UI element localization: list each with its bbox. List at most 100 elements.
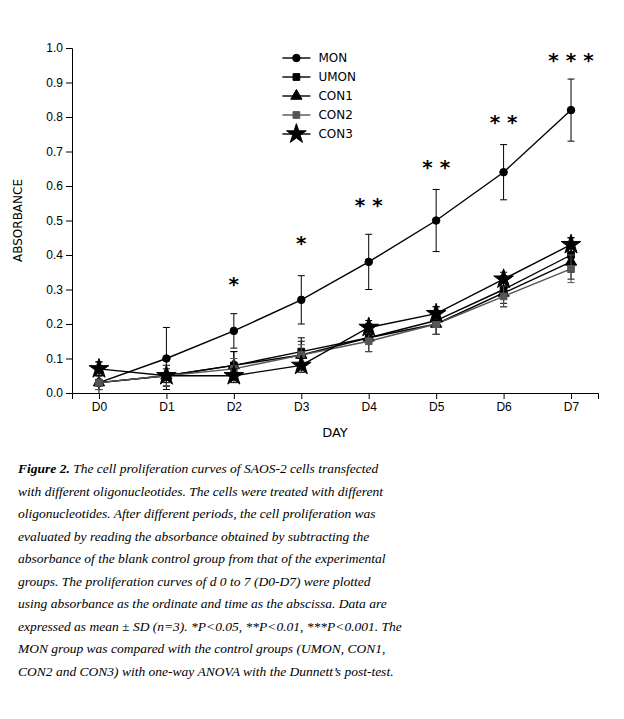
error-bar-cap — [433, 334, 440, 335]
legend-item: CON1 — [282, 89, 352, 103]
error-bar-cap — [433, 334, 440, 335]
annotation: * * — [422, 155, 450, 179]
legend-label: UMON — [318, 70, 356, 84]
error-bar — [500, 145, 507, 200]
chart: D0D1D2D3D4D5D6D70.00.10.20.30.40.50.60.7… — [0, 0, 624, 719]
caption: Figure 2. The cell proliferation curves … — [17, 461, 402, 679]
tick: D5 — [429, 393, 445, 414]
legend-swatch-marker — [293, 54, 301, 62]
tick-mark — [571, 393, 572, 399]
error-bar-cap — [500, 199, 507, 200]
error-bar — [95, 376, 102, 390]
tick-label: 0.7 — [46, 145, 63, 159]
annotation: * * — [490, 110, 518, 134]
legend-item: CON2 — [282, 108, 352, 122]
error-bar-cap — [230, 351, 237, 352]
error-bar-cap — [95, 375, 102, 376]
point — [96, 379, 103, 386]
tick-mark — [66, 48, 72, 49]
tick: 0.6 — [46, 179, 72, 193]
caption-line: absorbance of the blank control group fr… — [18, 551, 386, 566]
error-bar-cap — [365, 351, 372, 352]
series-line — [99, 245, 571, 376]
annotations: *** ** ** ** * * — [229, 48, 595, 296]
tick-label: 0.0 — [46, 386, 63, 400]
series — [95, 79, 575, 393]
tick-mark — [66, 152, 72, 153]
error-bar — [365, 331, 372, 352]
series-line — [99, 255, 571, 383]
tick-label: D1 — [159, 400, 175, 414]
point — [500, 168, 508, 176]
legend-swatch-marker — [293, 112, 300, 119]
tick: 0.2 — [46, 317, 72, 331]
annotation: * * — [355, 193, 383, 217]
tick-mark — [234, 393, 235, 399]
tick: D6 — [496, 393, 512, 414]
error-bar-cap — [298, 324, 305, 325]
annotation: * — [229, 272, 240, 296]
error-bar-cap — [230, 348, 237, 349]
caption-line: MON group was compared with the control … — [17, 641, 385, 656]
tick-mark — [66, 221, 72, 222]
error-bar-cap — [500, 286, 507, 287]
legend: MON UMON CON1 CON2 CON3 — [282, 51, 356, 142]
caption-line: Figure 2. The cell proliferation curves … — [17, 461, 378, 476]
legend-swatch-marker — [293, 74, 300, 81]
tick-mark — [66, 83, 72, 84]
error-bar-cap — [95, 375, 102, 376]
tick-label: D3 — [294, 400, 310, 414]
caption-line: CON2 and CON3) with one-way ANOVA with t… — [18, 664, 394, 679]
series — [95, 255, 574, 390]
legend-item: CON3 — [282, 124, 352, 143]
error-bar-cap — [95, 389, 102, 390]
error-bar-cap — [500, 286, 507, 287]
tick-label: D2 — [227, 400, 243, 414]
error-bar-cap — [433, 189, 440, 190]
error-bar — [95, 376, 102, 390]
tick-mark — [66, 186, 72, 187]
error-bar-cap — [298, 344, 305, 345]
legend-item: MON — [282, 51, 347, 65]
point — [224, 365, 244, 384]
tick: 0.3 — [46, 283, 72, 297]
point — [359, 317, 379, 336]
annotation: * — [296, 231, 307, 255]
y-axis: 0.00.10.20.30.40.50.60.70.80.91.0 — [46, 41, 72, 400]
tick: D2 — [227, 393, 243, 414]
point — [567, 106, 575, 114]
error-bar-cap — [500, 144, 507, 145]
error-bar-cap — [95, 389, 102, 390]
point — [230, 327, 238, 335]
error-bar-cap — [95, 375, 102, 376]
error-bar-cap — [163, 327, 170, 328]
tick-mark — [166, 393, 167, 399]
error-bar-cap — [500, 306, 507, 307]
tick-mark — [66, 117, 72, 118]
tick-label: D0 — [92, 400, 108, 414]
point — [297, 296, 305, 304]
tick: D1 — [159, 393, 175, 414]
error-bar-cap — [433, 334, 440, 335]
legend-item: UMON — [282, 70, 356, 84]
tick: 1.0 — [46, 41, 72, 55]
caption-line: expressed as mean ± SD (n=3). *P<0.05, *… — [18, 619, 402, 634]
error-bar — [95, 376, 102, 390]
error-bar-cap — [365, 351, 372, 352]
point — [432, 217, 440, 225]
point — [568, 265, 575, 272]
error-bar-cap — [163, 386, 170, 387]
tick-label: 0.8 — [46, 110, 63, 124]
tick: D0 — [92, 393, 108, 414]
tick-mark — [504, 393, 505, 399]
tick: 0.8 — [46, 110, 72, 124]
tick: D3 — [294, 393, 310, 414]
series-line — [99, 262, 571, 383]
tick-mark — [66, 359, 72, 360]
x-axis-title: DAY — [322, 425, 348, 440]
series — [93, 245, 576, 390]
error-bar-cap — [230, 313, 237, 314]
error-bar-cap — [298, 337, 305, 338]
point — [500, 293, 507, 300]
tick-mark — [436, 393, 437, 399]
